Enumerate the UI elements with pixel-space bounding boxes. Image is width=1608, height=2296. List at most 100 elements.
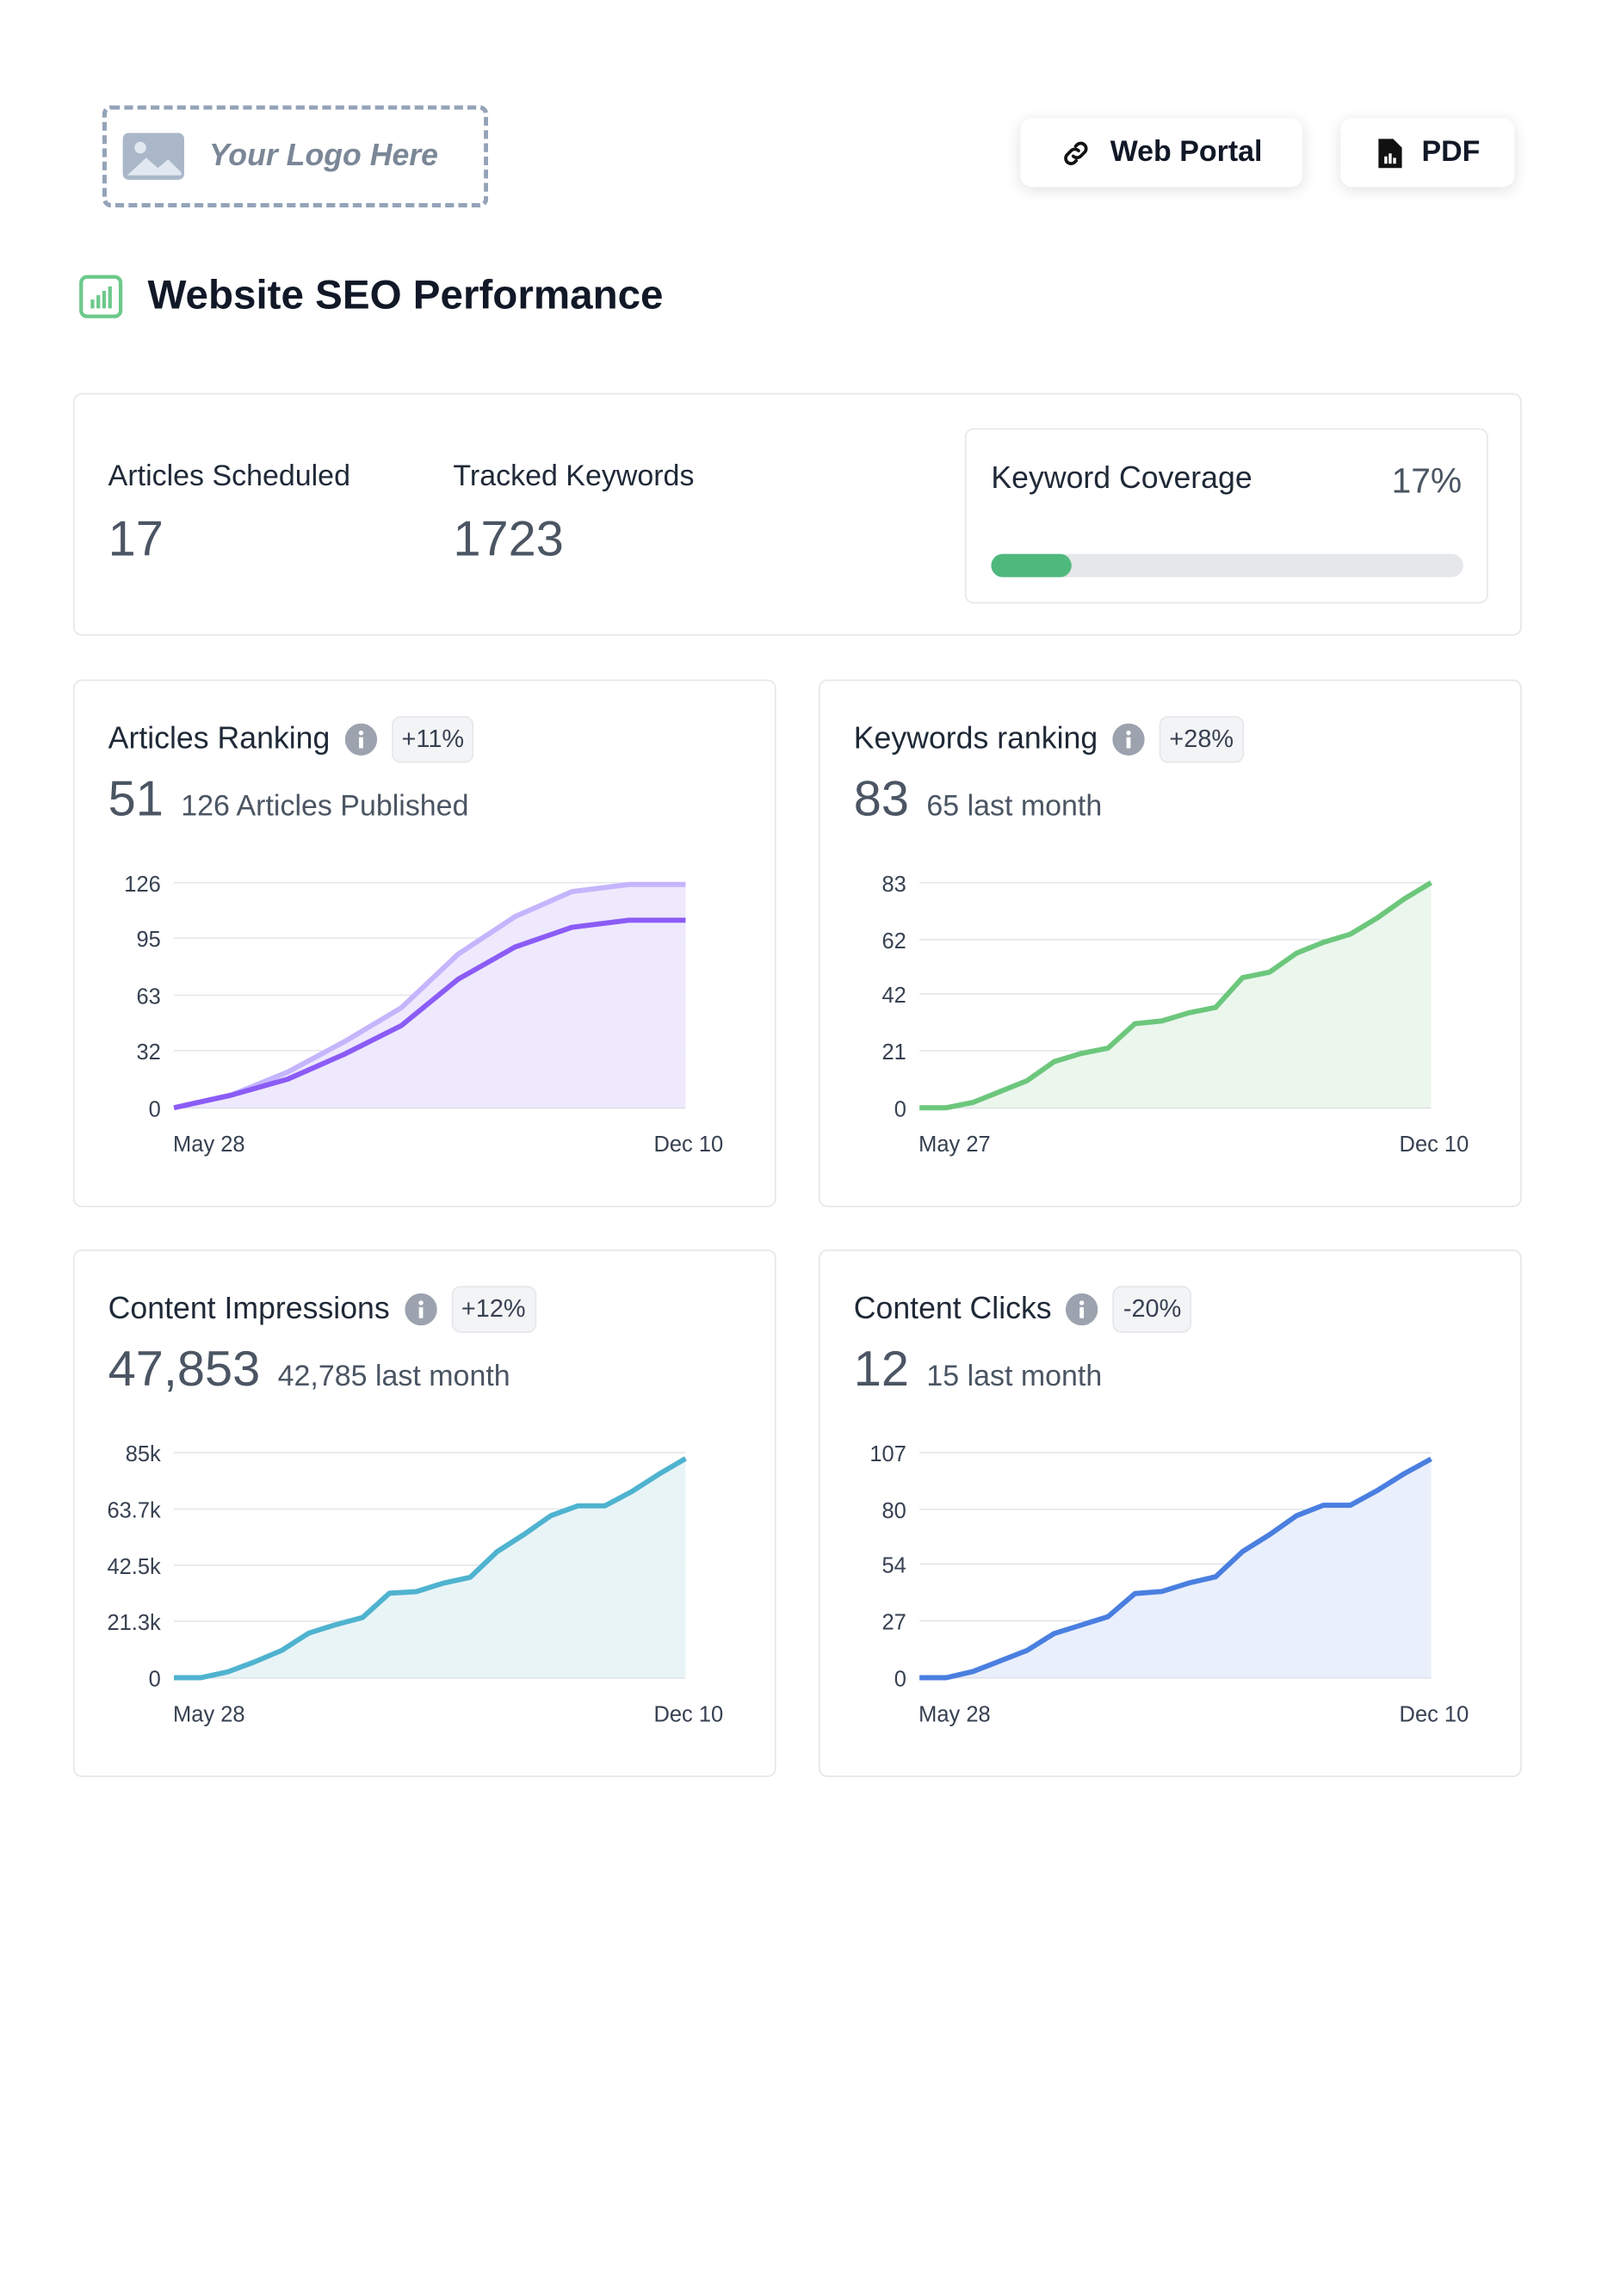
card-subtitle: 15 last month	[926, 1361, 1103, 1393]
change-badge: +28%	[1159, 716, 1244, 763]
card-value: 83	[853, 771, 909, 828]
card-title: Content Clicks	[853, 1292, 1052, 1326]
stat-value: 17	[108, 511, 164, 567]
y-tick-label: 83	[882, 873, 906, 897]
card-subtitle: 65 last month	[926, 790, 1103, 824]
x-tick-label: Dec 10	[653, 1702, 723, 1726]
change-badge: +12%	[451, 1286, 536, 1333]
metric-card: Content Impressions +12% 47,853 42,785 last…	[72, 1249, 776, 1777]
stat-label: Tracked Keywords	[453, 460, 695, 493]
y-tick-label: 95	[136, 928, 160, 952]
metric-card: Keywords ranking +28% 83 65 last month 0 21 42…	[818, 679, 1522, 1207]
y-tick-label: 63.7k	[107, 1499, 161, 1523]
card-value: 47,853	[108, 1341, 261, 1398]
web-portal-button[interactable]: Web Portal	[1020, 118, 1303, 188]
button-label: Web Portal	[1110, 135, 1263, 169]
y-tick-label: 63	[136, 985, 160, 1009]
y-tick-label: 0	[894, 1097, 906, 1121]
line	[173, 917, 686, 1111]
info-dot	[417, 1300, 424, 1305]
y-tick-label: 126	[124, 873, 161, 897]
y-tick-label: 85k	[126, 1442, 161, 1466]
y-tick-label: 42	[882, 984, 906, 1008]
y-tick-label: 0	[894, 1668, 906, 1692]
area	[919, 1459, 1432, 1678]
y-tick-label: 0	[149, 1668, 161, 1692]
stat-value: 1723	[453, 511, 564, 567]
y-tick-label: 27	[882, 1611, 906, 1635]
y-tick-label: 21.3k	[107, 1611, 161, 1635]
area	[174, 884, 686, 1108]
area	[919, 882, 1432, 1108]
link-icon	[1064, 140, 1089, 165]
line	[919, 1456, 1432, 1681]
card-header: Keywords ranking +28%	[853, 716, 1244, 763]
card-title: Keywords ranking	[853, 721, 1098, 756]
info-icon[interactable]	[344, 723, 377, 756]
card-value: 12	[853, 1341, 909, 1398]
chart: 0 21.3k 42.5k 63.7k 85k May 28 Dec 10	[107, 1442, 723, 1726]
info-dot	[358, 730, 363, 736]
line	[174, 1456, 687, 1681]
coverage-label: Keyword Coverage	[991, 461, 1252, 496]
y-tick-label: 32	[136, 1040, 160, 1065]
info-stem	[358, 737, 363, 749]
x-tick-label: Dec 10	[1400, 1133, 1469, 1157]
x-tick-label: May 27	[918, 1133, 991, 1157]
card-header: Content Impressions +12%	[108, 1286, 536, 1333]
y-tick-label: 80	[882, 1499, 906, 1523]
pdf-button[interactable]: PDF	[1340, 118, 1515, 188]
file-icon	[1377, 138, 1401, 168]
button-label: PDF	[1421, 135, 1481, 169]
chart: 0 32 63 95 126 May 28 Dec 10	[124, 873, 723, 1157]
metric-card: Articles Ranking +11% 51 126 Articles Publi…	[72, 679, 776, 1207]
card-value: 51	[108, 771, 164, 828]
page-title: Website SEO Performance	[147, 271, 664, 318]
y-tick-label: 54	[882, 1554, 906, 1578]
y-tick-label: 21	[882, 1040, 906, 1065]
x-tick-label: May 28	[173, 1133, 245, 1157]
progress-bar	[991, 553, 1072, 577]
card-subtitle: 126 Articles Published	[181, 790, 469, 824]
card-header: Content Clicks -20%	[853, 1286, 1192, 1333]
change-badge: +11%	[391, 716, 474, 763]
coverage-card: Keyword Coverage 17%	[964, 428, 1488, 604]
coverage-value: 17%	[1391, 461, 1463, 502]
logo-placeholder: Your Logo Here	[102, 105, 489, 208]
info-icon[interactable]	[1066, 1293, 1098, 1326]
x-tick-label: May 28	[173, 1702, 245, 1726]
title-icon	[79, 275, 123, 318]
x-tick-label: Dec 10	[1400, 1702, 1469, 1726]
area	[174, 1458, 686, 1678]
info-dot	[1079, 1300, 1085, 1305]
card-value-row: 12 15 last month	[854, 1342, 1103, 1398]
card-value-row: 83 65 last month	[854, 772, 1103, 829]
y-tick-label: 42.5k	[107, 1555, 161, 1579]
chart: 0 21 42 62 83 May 27 Dec 10	[882, 873, 1469, 1157]
logo-text: Your Logo Here	[208, 139, 439, 173]
chart: 0 27 54 80 107 May 28 Dec 10	[869, 1442, 1469, 1726]
card-value-row: 47,853 42,785 last month	[108, 1342, 510, 1398]
info-stem	[418, 1307, 423, 1318]
stat-label: Articles Scheduled	[108, 460, 350, 493]
card-subtitle: 42,785 last month	[277, 1361, 510, 1393]
change-badge: -20%	[1112, 1286, 1192, 1333]
y-tick-label: 0	[149, 1097, 161, 1121]
card-title: Content Impressions	[108, 1292, 390, 1326]
info-stem	[1126, 737, 1131, 749]
info-dot	[1126, 730, 1131, 736]
info-icon[interactable]	[1112, 723, 1145, 756]
y-tick-label: 107	[869, 1442, 906, 1466]
logo-icon	[122, 133, 184, 180]
metric-card: Content Clicks -20% 12 15 last month 0 27 54 80…	[818, 1249, 1522, 1777]
card-title: Articles Ranking	[108, 721, 331, 756]
card-header: Articles Ranking +11%	[108, 716, 474, 763]
progress-track	[991, 553, 1463, 577]
info-icon[interactable]	[404, 1293, 437, 1326]
line	[173, 881, 686, 1111]
x-tick-label: May 28	[918, 1702, 991, 1726]
x-tick-label: Dec 10	[653, 1133, 723, 1157]
y-tick-label: 62	[882, 929, 906, 954]
